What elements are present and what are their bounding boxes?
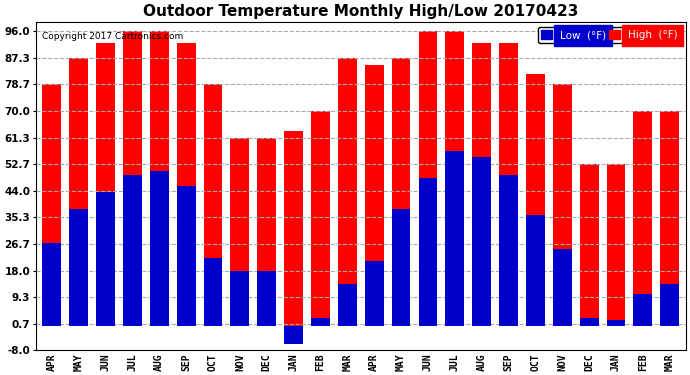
Bar [419, 31, 437, 326]
Bar [365, 261, 384, 326]
Bar [257, 270, 276, 326]
Bar [472, 157, 491, 326]
Bar [338, 58, 357, 326]
Bar [311, 111, 330, 326]
Bar [257, 138, 276, 326]
Bar [392, 58, 411, 326]
Bar [580, 164, 598, 326]
Bar [311, 318, 330, 326]
Bar [553, 249, 571, 326]
Bar [69, 209, 88, 326]
Bar [633, 294, 652, 326]
Bar [69, 58, 88, 326]
Bar [526, 215, 545, 326]
Bar [177, 43, 195, 326]
Title: Outdoor Temperature Monthly High/Low 20170423: Outdoor Temperature Monthly High/Low 201… [143, 4, 578, 19]
Legend: Low  (°F), High  (°F): Low (°F), High (°F) [538, 27, 680, 43]
Bar [43, 84, 61, 326]
Bar [553, 84, 571, 326]
Bar [660, 111, 679, 326]
Bar [123, 31, 142, 326]
Bar [660, 284, 679, 326]
Bar [607, 164, 625, 326]
Bar [472, 43, 491, 326]
Bar [526, 74, 545, 326]
Bar [96, 192, 115, 326]
Bar [607, 320, 625, 326]
Bar [204, 258, 222, 326]
Bar [177, 186, 195, 326]
Bar [392, 209, 411, 326]
Bar [633, 111, 652, 326]
Bar [204, 84, 222, 326]
Bar [446, 151, 464, 326]
Bar [499, 176, 518, 326]
Text: Copyright 2017 Cartronics.com: Copyright 2017 Cartronics.com [42, 32, 184, 40]
Bar [446, 31, 464, 326]
Bar [150, 171, 168, 326]
Bar [230, 138, 249, 326]
Bar [499, 43, 518, 326]
Bar [150, 31, 168, 326]
Bar [96, 43, 115, 326]
Bar [338, 284, 357, 326]
Bar [123, 176, 142, 326]
Bar [365, 65, 384, 326]
Bar [284, 326, 303, 344]
Bar [419, 178, 437, 326]
Bar [230, 270, 249, 326]
Bar [580, 318, 598, 326]
Bar [284, 131, 303, 326]
Bar [43, 243, 61, 326]
